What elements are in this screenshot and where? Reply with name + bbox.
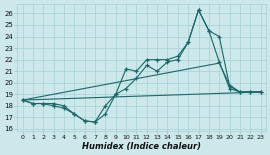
- X-axis label: Humidex (Indice chaleur): Humidex (Indice chaleur): [82, 142, 201, 151]
